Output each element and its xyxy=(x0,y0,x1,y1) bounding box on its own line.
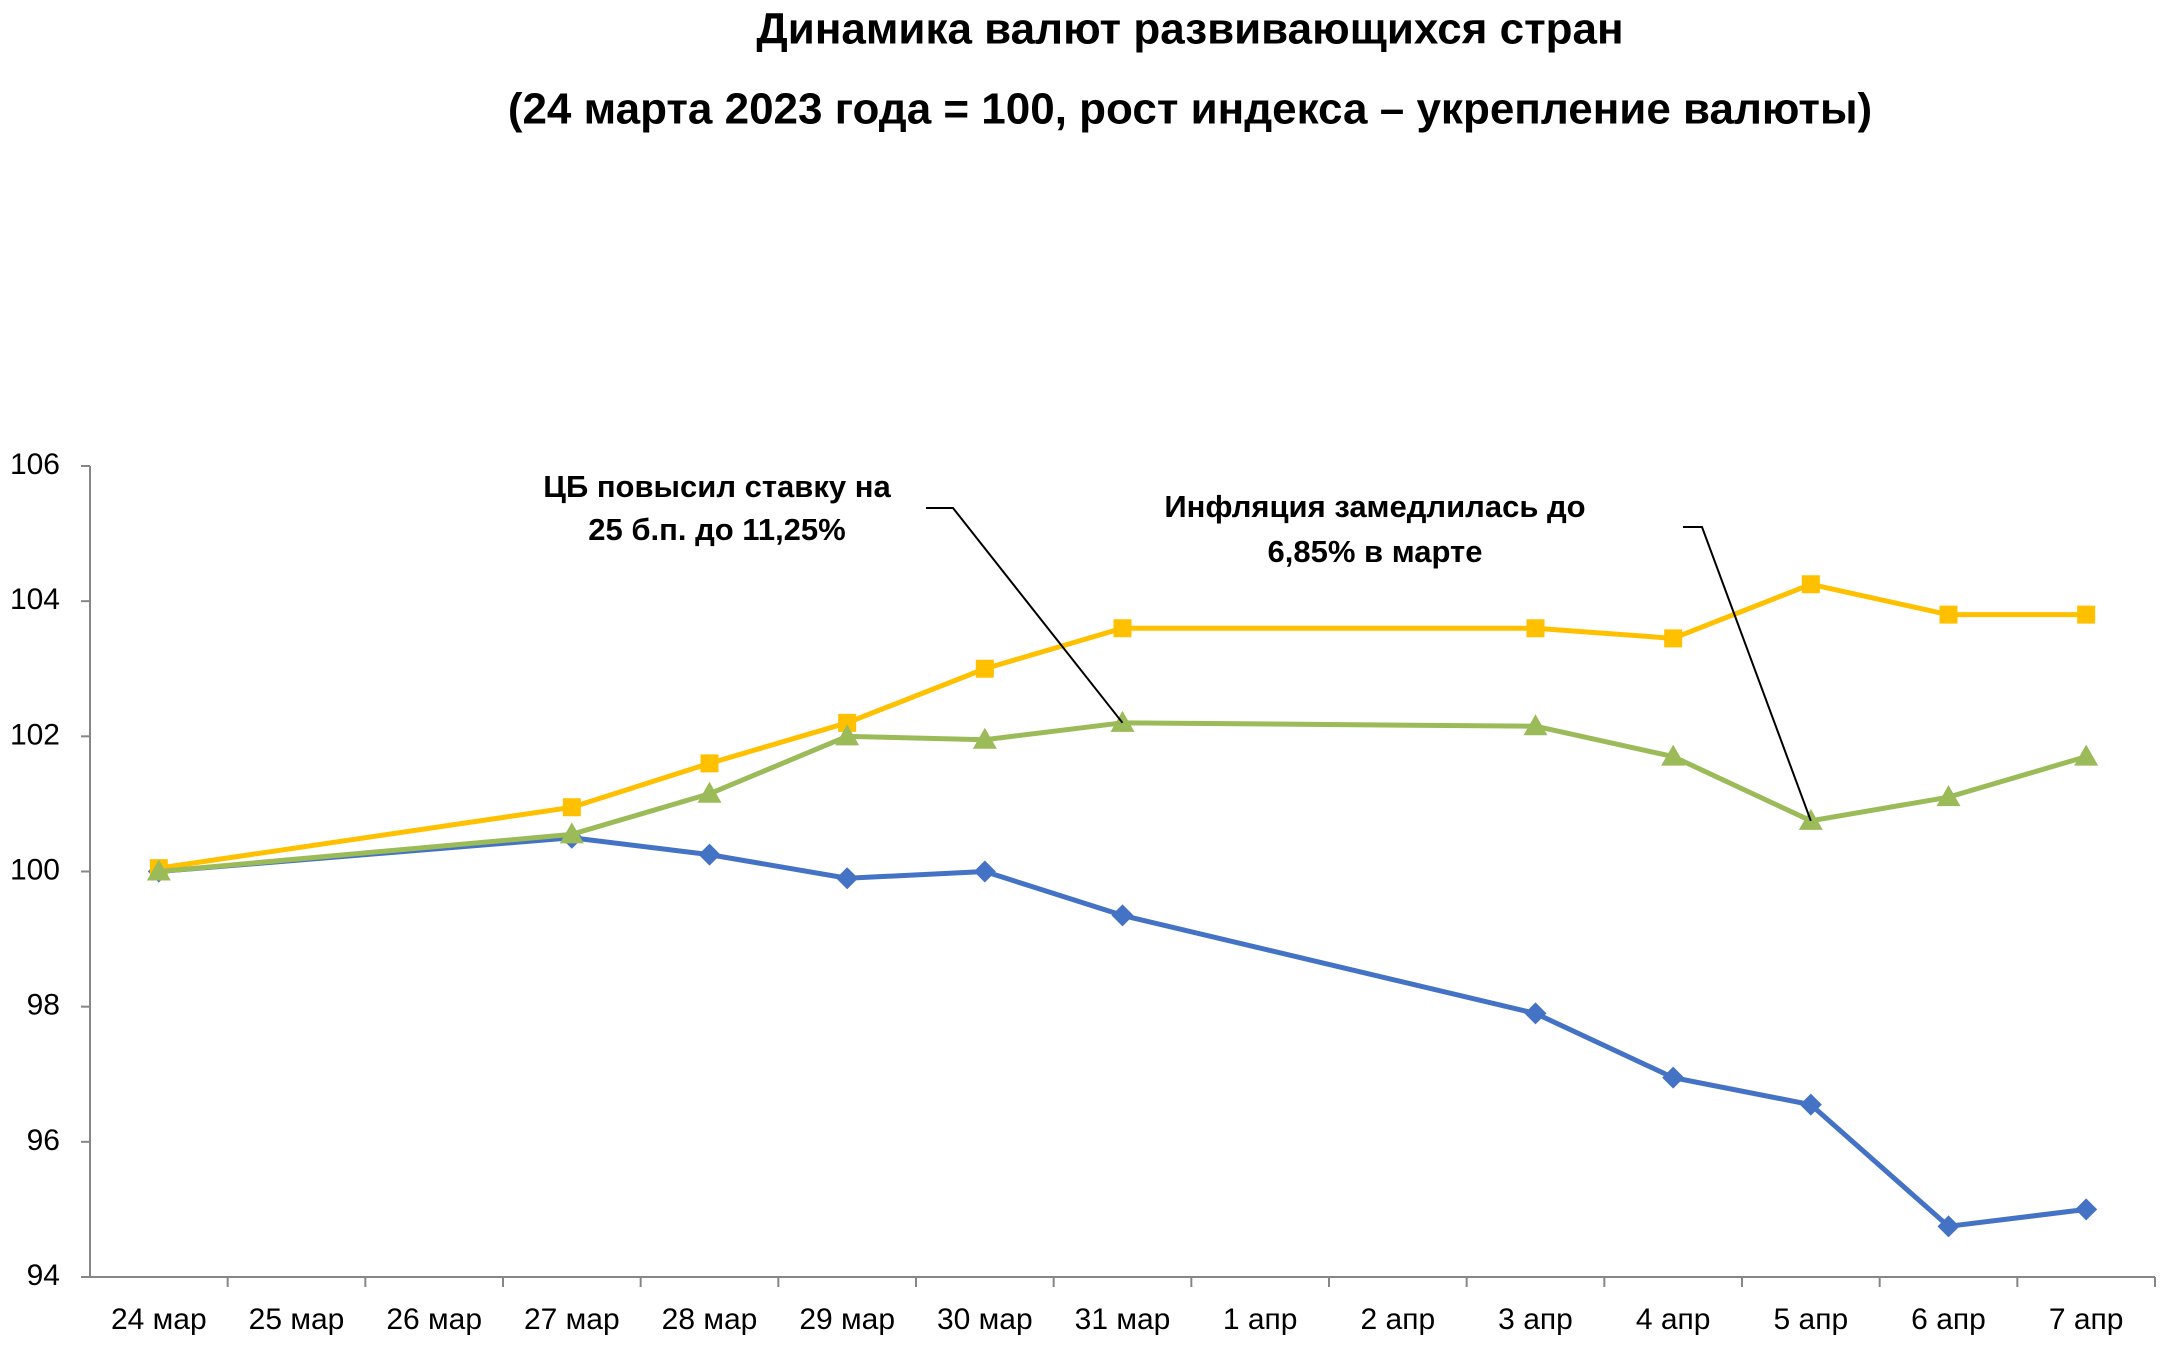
x-tick-label: 7 апр xyxy=(2049,1303,2124,1336)
data-point xyxy=(1937,1215,1960,1238)
x-tick-label: 2 апр xyxy=(1361,1303,1436,1336)
x-tick-label: 3 апр xyxy=(1498,1303,1573,1336)
x-tick-label: 4 апр xyxy=(1636,1303,1711,1336)
data-point xyxy=(1113,619,1132,638)
data-point xyxy=(559,822,584,844)
data-point xyxy=(1664,629,1683,648)
data-point xyxy=(1524,1002,1547,1025)
data-point xyxy=(698,843,721,866)
data-point xyxy=(1799,1093,1822,1116)
y-tick-label: 98 xyxy=(27,989,60,1022)
y-tick-label: 102 xyxy=(10,718,60,751)
y-tick-label: 100 xyxy=(10,853,60,886)
data-point xyxy=(2074,744,2099,766)
y-tick-label: 94 xyxy=(27,1259,60,1292)
annotation: Инфляция замедлилась до xyxy=(1164,489,1585,524)
data-point xyxy=(972,727,997,749)
x-tick-label: 1 апр xyxy=(1223,1303,1298,1336)
data-point xyxy=(1662,1066,1685,1089)
x-tick-label: 28 мар xyxy=(662,1303,758,1336)
x-tick-label: 27 мар xyxy=(524,1303,620,1336)
chart-title: Динамика валют развивающихся стран xyxy=(756,5,1623,54)
annotation-leader xyxy=(926,507,1124,724)
data-point xyxy=(1523,714,1548,736)
data-point xyxy=(1661,744,1686,766)
data-point xyxy=(2077,605,2096,624)
data-point xyxy=(562,798,581,817)
x-tick-label: 25 мар xyxy=(249,1303,345,1336)
chart-title: (24 марта 2023 года = 100, рост индекса … xyxy=(508,85,1872,134)
x-tick-label: 5 апр xyxy=(1774,1303,1849,1336)
data-point xyxy=(835,724,860,746)
x-tick-label: 6 апр xyxy=(1911,1303,1986,1336)
x-tick-label: 26 мар xyxy=(386,1303,482,1336)
x-tick-label: 30 мар xyxy=(937,1303,1033,1336)
data-point xyxy=(146,859,171,881)
data-point xyxy=(700,754,719,773)
data-point xyxy=(697,781,722,803)
y-tick-label: 104 xyxy=(10,583,60,616)
x-tick-label: 29 мар xyxy=(799,1303,895,1336)
data-point xyxy=(973,860,996,883)
data-point xyxy=(838,713,857,732)
data-point xyxy=(1939,605,1958,624)
series-line xyxy=(158,835,2087,1229)
data-point xyxy=(2075,1198,2098,1221)
x-tick-label: 24 мар xyxy=(111,1303,207,1336)
data-point xyxy=(975,659,994,678)
data-point xyxy=(1801,575,1820,594)
data-point xyxy=(1936,785,1961,807)
annotation-leader xyxy=(1683,526,1812,822)
y-tick-label: 96 xyxy=(27,1124,60,1157)
data-point xyxy=(836,867,859,890)
annotation: ЦБ повысил ставку на xyxy=(543,469,891,504)
x-tick-label: 31 мар xyxy=(1075,1303,1171,1336)
data-point xyxy=(1526,619,1545,638)
y-tick-label: 106 xyxy=(10,448,60,481)
annotation: 6,85% в марте xyxy=(1268,534,1483,569)
annotation: 25 б.п. до 11,25% xyxy=(588,512,845,547)
data-point xyxy=(1111,904,1134,927)
